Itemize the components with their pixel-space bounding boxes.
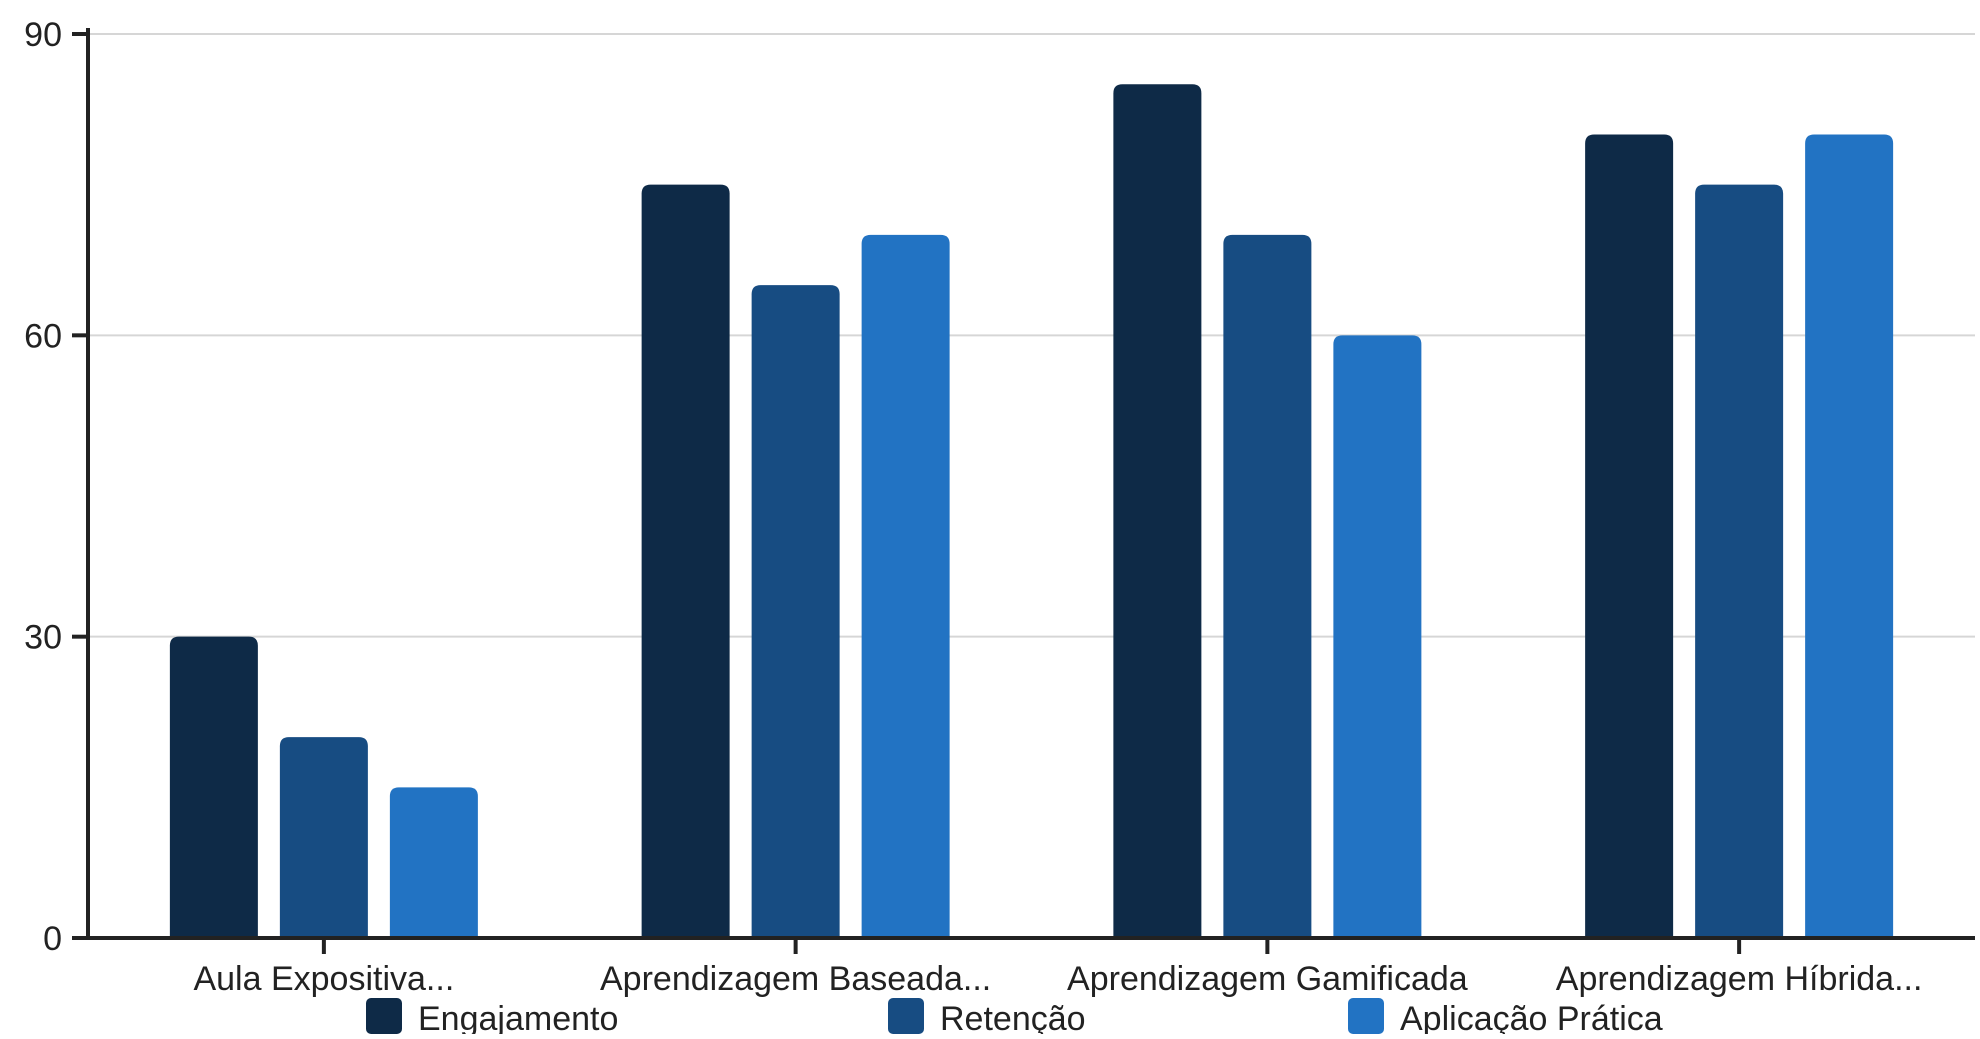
y-tick-label: 30 — [24, 619, 62, 657]
bar[interactable] — [1223, 234, 1312, 938]
legend-swatch — [1348, 998, 1384, 1034]
legend[interactable]: Engajamento Retenção Aplicação Prática — [366, 998, 1663, 1038]
bar[interactable] — [279, 737, 368, 938]
x-tick-label: Aprendizagem Gamificada — [1067, 960, 1468, 998]
x-tick-label: Aula Expositiva... — [193, 960, 454, 998]
bar[interactable] — [1805, 134, 1894, 938]
x-tick-label: Aprendizagem Híbrida... — [1556, 960, 1923, 998]
bar[interactable] — [861, 234, 950, 938]
bar[interactable] — [641, 184, 730, 938]
legend-item[interactable]: Retenção — [888, 998, 1086, 1038]
bar[interactable] — [1695, 184, 1784, 938]
bar[interactable] — [169, 636, 258, 938]
bars — [169, 84, 1894, 939]
bar[interactable] — [389, 787, 478, 938]
y-tick-label: 60 — [24, 317, 62, 355]
y-tick-label: 90 — [24, 16, 62, 54]
legend-item[interactable]: Engajamento — [366, 998, 618, 1038]
legend-label: Aplicação Prática — [1400, 1000, 1663, 1034]
bar[interactable] — [1585, 134, 1674, 938]
legend-swatch — [888, 998, 924, 1034]
bar[interactable] — [751, 285, 840, 939]
bar[interactable] — [1113, 84, 1202, 938]
axes: 0 30 60 90 Aula Expositiva... Aprendizagem Ba… — [24, 16, 1975, 998]
legend-item[interactable]: Aplicação Prática — [1348, 998, 1663, 1038]
legend-label: Retenção — [940, 1000, 1086, 1034]
y-tick-label: 0 — [43, 920, 62, 958]
legend-label: Engajamento — [418, 1000, 618, 1034]
x-tick-label: Aprendizagem Baseada... — [600, 960, 991, 998]
bar[interactable] — [1333, 335, 1422, 938]
gridlines — [88, 33, 1975, 638]
legend-swatch — [366, 998, 402, 1034]
